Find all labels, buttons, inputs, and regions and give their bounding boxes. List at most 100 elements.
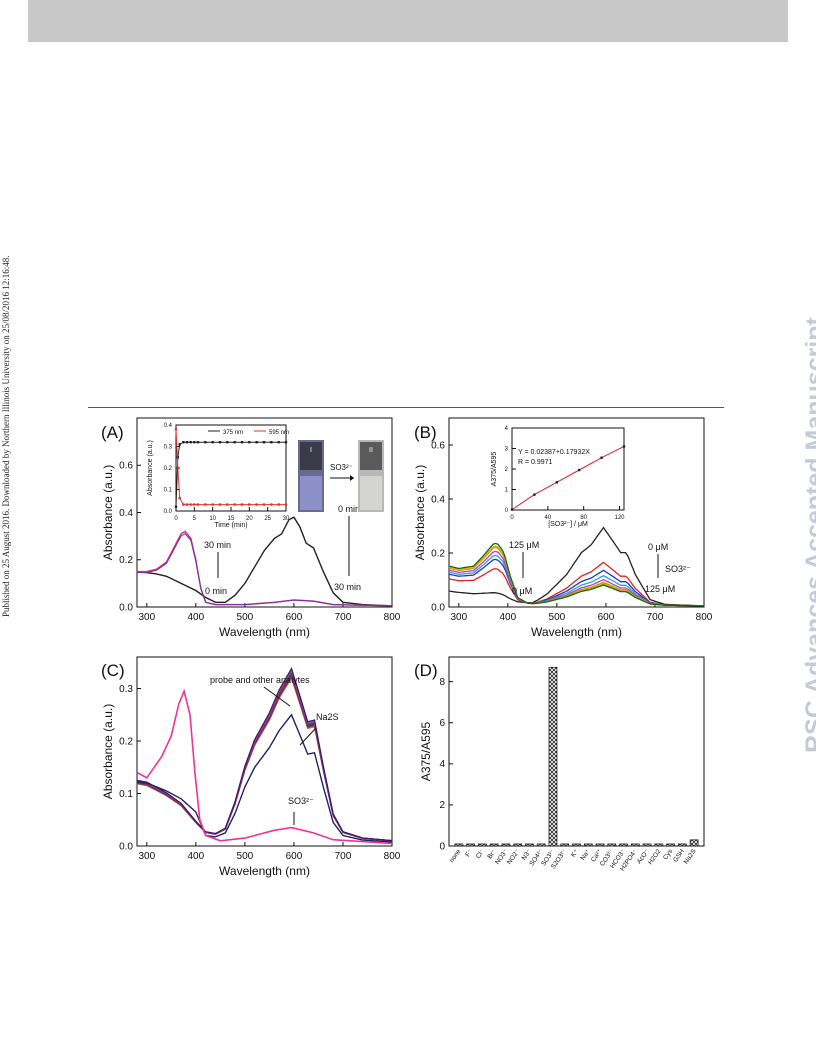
y-tick-label: 0.4	[119, 508, 133, 519]
panel-d-bar	[536, 843, 546, 847]
panel-b-inset-point	[622, 445, 626, 448]
x-tick-label: 600	[286, 612, 303, 623]
panel-a-inset-point	[193, 503, 196, 506]
panel-b-series-5	[448, 546, 704, 607]
panel-d-label: (D)	[414, 661, 438, 680]
panel-d-category-label: none	[448, 848, 462, 864]
vial-ii-solution	[360, 476, 382, 510]
panel-a-inset-point	[193, 441, 196, 444]
panel-b-series-7	[448, 542, 704, 607]
panel-d-category-label: Br⁻	[486, 848, 498, 861]
y-tick-label: 0.4	[164, 423, 173, 429]
y-tick-label: 0.4	[431, 494, 445, 505]
panel-b-inset-point	[510, 508, 514, 511]
panel-b-frame	[448, 417, 705, 608]
panel-a-inset-xlabel: Time (min)	[214, 522, 247, 529]
y-tick-label: 0	[505, 508, 509, 514]
panel-b-inset-r: R = 0.9971	[518, 459, 553, 466]
panel-a-inset-point	[196, 503, 200, 506]
panel-c-series-5	[136, 671, 393, 842]
panel-a-inset-point	[185, 503, 189, 506]
y-tick-label: 0.0	[119, 602, 133, 613]
panel-c-series-9	[136, 666, 393, 842]
panel-a-annot-0min-right: 0 min	[338, 504, 360, 514]
header-bar	[28, 0, 788, 42]
panel-a-inset-point	[218, 441, 222, 444]
y-tick-label: 2	[439, 800, 445, 811]
panel-d-category-label: Na2S	[683, 848, 698, 866]
y-tick-label: 8	[439, 677, 445, 688]
x-tick-label: 600	[598, 612, 615, 623]
panel-d-bar	[689, 839, 699, 847]
x-tick-label: 15	[228, 516, 235, 522]
x-tick-label: 120	[615, 515, 626, 521]
panel-b-inset-point	[533, 493, 536, 496]
panel-d-bar	[548, 666, 558, 847]
panel-d-category-label: F⁻	[464, 848, 474, 859]
panel-b-annot-125: 125 μM	[509, 540, 539, 550]
x-tick-label: 400	[188, 612, 205, 623]
x-tick-label: 500	[549, 612, 566, 623]
panel-c-series-2	[136, 674, 393, 842]
x-tick-label: 300	[138, 851, 155, 862]
panel-a-inset-point	[182, 503, 185, 506]
panel-a-inset-point	[248, 503, 251, 506]
panel-d-bar	[678, 843, 687, 847]
y-tick-label: 0.3	[119, 684, 133, 695]
panel-a-inset-point	[211, 441, 214, 444]
photo-arrow-head	[350, 475, 354, 481]
y-tick-label: 0.0	[164, 509, 173, 515]
panel-a-inset-point	[182, 441, 185, 444]
panel-d-bar	[619, 843, 628, 847]
panel-d-bar	[454, 843, 464, 847]
x-tick-label: 20	[246, 516, 253, 522]
panel-a-inset-point	[255, 503, 258, 506]
panel-a-inset-point	[270, 503, 273, 506]
panel-c-ylabel: Absorbance (a.u.)	[101, 704, 115, 799]
panel-a-inset-point	[226, 503, 229, 506]
panel-d-category-label: Cl⁻	[475, 848, 487, 860]
panel-b-inset-frame	[511, 427, 625, 511]
x-tick-label: 30	[283, 516, 290, 522]
y-tick-label: 0.0	[119, 841, 133, 852]
panel-a-inset: 0 5 10 15 20 25 30 0.0 0.1 0.2 0.3 0.4 Time (min) Abs…	[147, 423, 290, 529]
panel-a-inset-point	[248, 441, 251, 444]
panel-d-bar	[642, 843, 652, 847]
panel-c-annot-so3: SO3²⁻	[288, 796, 314, 806]
panel-d-bar	[666, 843, 675, 847]
y-tick-label: 6	[439, 718, 445, 729]
panel-a-inset-point	[196, 441, 200, 444]
y-tick-label: 3	[505, 447, 509, 453]
panel-d-category-label: K⁺	[570, 848, 581, 859]
panel-b-xlabel: Wavelength (nm)	[531, 625, 622, 639]
y-tick-label: 1	[505, 488, 509, 494]
vial-ii-cap	[360, 442, 382, 470]
panel-a-inset-point	[233, 441, 236, 444]
panel-c-label: (C)	[101, 661, 125, 680]
x-tick-label: 40	[544, 515, 551, 521]
x-tick-label: 500	[237, 612, 254, 623]
y-tick-label: 0.0	[431, 602, 445, 613]
panel-b-inset-point	[600, 456, 603, 459]
panel-c-xlabel: Wavelength (nm)	[219, 864, 310, 878]
panel-c-series-0	[136, 676, 393, 842]
separator-rule	[88, 407, 724, 408]
panel-a-inset-ylabel: Absorbance (a.u.)	[147, 440, 154, 496]
panel-a-inset-legend-label: 595 nm	[269, 430, 289, 436]
panel-d-bar	[560, 843, 570, 847]
panel-d-category-label: H2O2	[647, 848, 663, 866]
y-tick-label: 0.6	[431, 440, 445, 451]
panel-a-inset-point	[233, 503, 236, 506]
panel-b-ylabel: Absorbance (a.u.)	[413, 465, 427, 560]
panel-a-inset-point	[277, 441, 280, 444]
panel-c-arrow-na2s	[299, 727, 317, 746]
panel-b: 300 400 500 600 700 8000.00.20.40.6(B)Wavelen…	[413, 417, 713, 639]
panel-b-annot-0: 0 μM	[512, 586, 532, 596]
x-tick-label: 400	[188, 851, 205, 862]
x-tick-label: 80	[580, 515, 587, 521]
panel-a-inset-point	[226, 441, 229, 444]
panel-d-bar	[525, 843, 534, 847]
panel-a-inset-point	[204, 503, 207, 506]
panel-a-label: (A)	[101, 423, 124, 442]
panel-b-series-0	[448, 526, 705, 607]
